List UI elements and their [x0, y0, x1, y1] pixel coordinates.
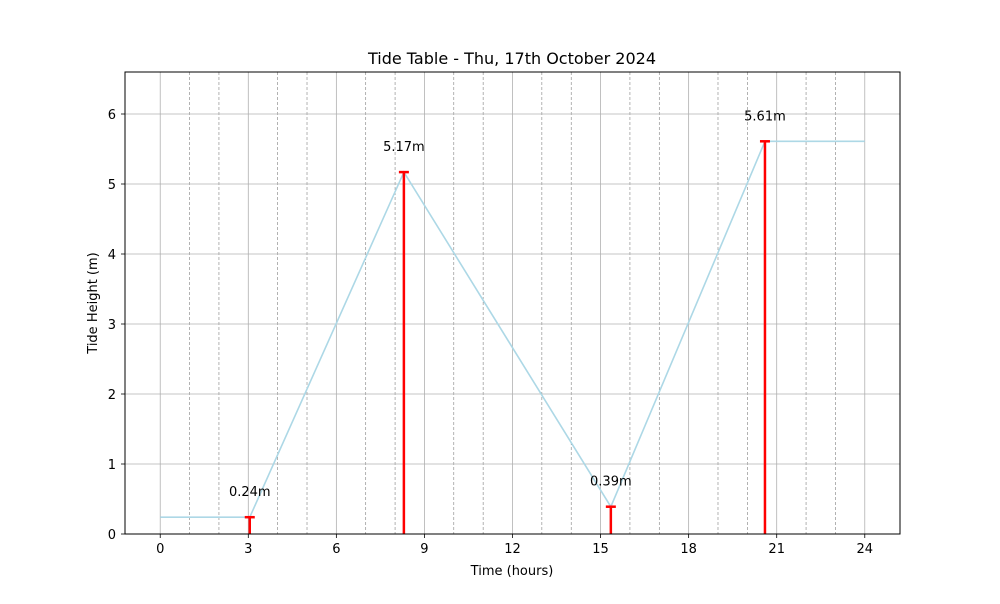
y-tick-label: 3	[108, 318, 116, 333]
y-tick-label: 4	[108, 248, 116, 263]
extreme-label: 0.24m	[229, 485, 271, 500]
extreme-label: 5.61m	[744, 109, 786, 124]
y-tick-label: 1	[108, 458, 116, 473]
x-tick-label: 9	[420, 542, 428, 557]
x-tick-label: 18	[680, 542, 697, 557]
y-axis-label: Tide Height (m)	[86, 252, 101, 354]
tide-series	[160, 140, 865, 519]
x-tick-label: 24	[856, 542, 873, 557]
x-tick-label: 21	[768, 542, 785, 557]
tide-extremes: 0.24m 5.17m 0.39m 5.61m	[229, 109, 786, 534]
x-tick-label: 15	[592, 542, 609, 557]
y-tick-label: 2	[108, 388, 116, 403]
x-tick-label: 0	[156, 542, 164, 557]
chart-title: Tide Table - Thu, 17th October 2024	[367, 49, 656, 68]
grid-lines	[125, 72, 900, 535]
y-tick-label: 5	[108, 178, 116, 193]
tide-line	[160, 140, 865, 519]
y-tick-label: 0	[108, 528, 116, 543]
x-axis-label: Time (hours)	[470, 564, 554, 579]
x-tick-label: 6	[332, 542, 340, 557]
x-tick-label: 3	[244, 542, 252, 557]
extreme-label: 0.39m	[590, 475, 632, 490]
extreme-label: 5.17m	[383, 140, 425, 155]
x-tick-label: 12	[504, 542, 521, 557]
y-tick-label: 6	[108, 108, 116, 123]
